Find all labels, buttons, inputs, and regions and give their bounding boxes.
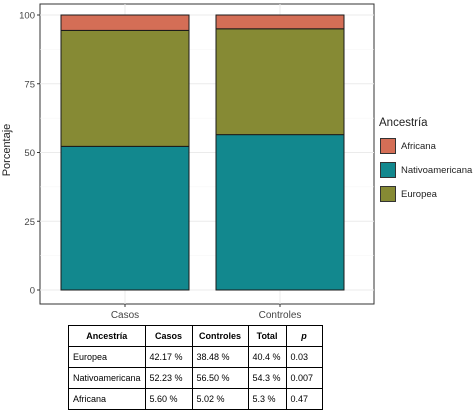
- legend-title: Ancestría: [379, 117, 428, 129]
- y-tick-label: 75: [24, 79, 35, 90]
- table-cell: 0.47: [285, 388, 323, 410]
- table-header-total: Total: [247, 325, 287, 347]
- y-axis: 0 25 50 75 100: [19, 11, 40, 297]
- legend-swatch-nativoamericana: [380, 162, 396, 178]
- legend-label-europea: Europea: [401, 188, 437, 200]
- bar-segment-europea-casos: [60, 29, 190, 147]
- table-cell: 40.4 %: [247, 346, 287, 368]
- legend-label-africana: Africana: [401, 140, 436, 152]
- table-cell: Nativoamericana: [68, 367, 146, 389]
- table-header-controles: Controles: [191, 325, 249, 347]
- table-cell: 42.17 %: [144, 346, 193, 368]
- table-cell: 38.48 %: [191, 346, 249, 368]
- legend-label-nativoamericana: Nativoamericana: [401, 164, 473, 176]
- bar-segment-nativoamericana-casos: [60, 145, 190, 291]
- y-axis-label: Porcentaje: [1, 124, 13, 177]
- table-cell: 5.60 %: [144, 388, 193, 410]
- x-axis: Casos Controles: [111, 304, 302, 320]
- bar-segment-africana-casos: [60, 14, 190, 31]
- table-cell: 54.3 %: [247, 367, 287, 389]
- legend-swatch-europea: [380, 186, 396, 202]
- table-cell: Europea: [68, 346, 146, 368]
- bar-segment-nativoamericana-controles: [215, 134, 345, 291]
- legend-item-nativoamericana: Nativoamericana: [378, 158, 474, 182]
- bar-segment-africana-controles: [215, 14, 345, 30]
- stacked-bar-chart: 0 25 50 75 100 Casos Controles Porcentaje: [1, 3, 375, 320]
- table-cell: 5.3 %: [247, 388, 287, 410]
- table-cell: 0.007: [285, 367, 323, 389]
- legend-item-africana: Africana: [378, 134, 474, 158]
- y-tick-label: 100: [19, 11, 35, 22]
- legend-swatch-africana: [380, 138, 396, 154]
- y-tick-label: 0: [30, 286, 35, 297]
- ancestry-table: Ancestría Casos Controles Total p Europe…: [68, 325, 323, 410]
- bars: [60, 14, 345, 291]
- table-header-p: p: [285, 325, 323, 347]
- legend-item-europea: Europea: [378, 182, 474, 206]
- table-header-row: Ancestría Casos Controles Total p: [68, 325, 323, 347]
- table-cell: 56.50 %: [191, 367, 249, 389]
- table-cell: 0.03: [285, 346, 323, 368]
- bar-segment-europea-controles: [215, 28, 345, 136]
- y-tick-label: 25: [24, 217, 35, 228]
- legend: Ancestría Africana Nativoamericana Europ…: [378, 117, 474, 206]
- x-tick-label-casos: Casos: [111, 310, 139, 320]
- table-cell: 52.23 %: [144, 367, 193, 389]
- table-row: Europea 42.17 % 38.48 % 40.4 % 0.03: [68, 346, 323, 368]
- table-row: Nativoamericana 52.23 % 56.50 % 54.3 % 0…: [68, 367, 323, 389]
- table-row: Africana 5.60 % 5.02 % 5.3 % 0.47: [68, 388, 323, 410]
- table-cell: 5.02 %: [191, 388, 249, 410]
- y-tick-label: 50: [24, 148, 35, 159]
- table-cell: Africana: [68, 388, 146, 410]
- table-header-casos: Casos: [144, 325, 193, 347]
- x-tick-label-controles: Controles: [259, 310, 302, 320]
- table-header-ancestria: Ancestría: [68, 325, 146, 347]
